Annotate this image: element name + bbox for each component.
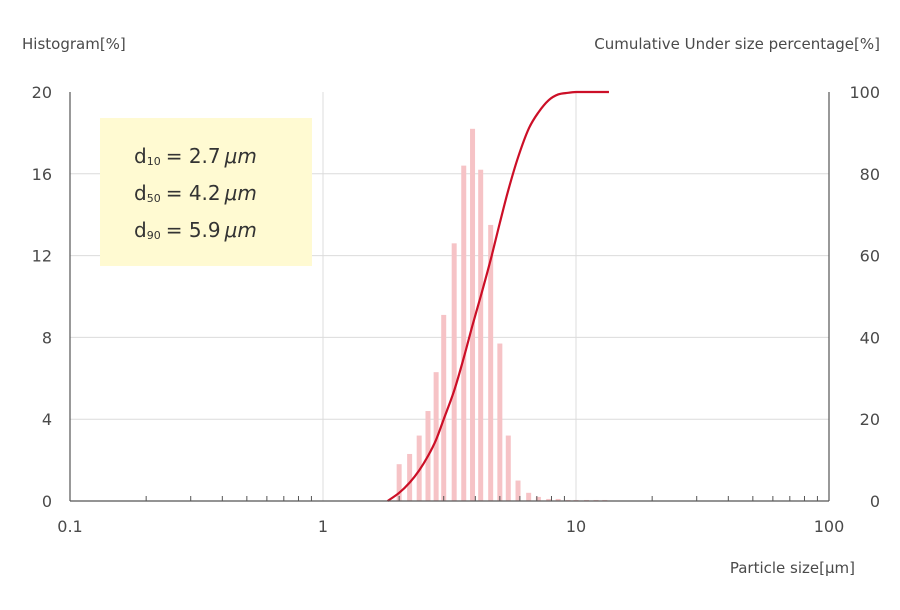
histogram-bar	[497, 343, 503, 501]
y-right-tick-label: 60	[860, 247, 880, 266]
y-left-tick-labels: 0 4 8 12 16 20	[32, 83, 52, 511]
percentile-row: d90 = 5.9 μm	[134, 218, 257, 242]
plot-frame	[69, 92, 830, 502]
percentile-row: d10 = 2.7 μm	[134, 144, 257, 168]
y-right-tick-label: 40	[860, 328, 880, 347]
right-axis-title: Cumulative Under size percentage[%]	[594, 35, 880, 53]
y-right-tick-label: 100	[849, 83, 880, 102]
percentile-annotation-box: d10 = 2.7 μm d50 = 4.2 μm d90 = 5.9 μm	[100, 118, 312, 266]
x-tick-label: 100	[814, 517, 845, 536]
histogram-bar	[407, 453, 413, 501]
cumulative-curve	[386, 90, 609, 502]
histogram-bar	[555, 498, 561, 501]
histogram-bar	[451, 243, 457, 501]
histogram-bar	[478, 169, 484, 501]
y-left-tick-label: 4	[42, 410, 52, 429]
histogram-bar	[526, 492, 532, 501]
x-tick-label: 10	[566, 517, 586, 536]
histogram-bar	[505, 435, 511, 501]
histogram-bar	[470, 128, 476, 501]
histogram-bar	[546, 498, 552, 501]
histogram-bar	[488, 224, 494, 502]
cumulative-curve-layer	[386, 90, 609, 502]
histogram-bar	[433, 372, 439, 501]
y-left-tick-label: 16	[32, 165, 52, 184]
x-tick-label: 0.1	[57, 517, 82, 536]
x-tick-labels: 0.1 1 10 100	[57, 517, 844, 536]
left-axis-title: Histogram[%]	[22, 35, 126, 53]
y-right-tick-label: 80	[860, 165, 880, 184]
histogram-bar	[535, 496, 541, 501]
histogram-bar	[441, 314, 447, 501]
x-tick-label: 1	[318, 517, 328, 536]
histogram-bar	[416, 435, 422, 501]
histogram-bar	[461, 165, 467, 501]
y-right-tick-label: 0	[870, 492, 880, 511]
y-right-tick-labels: 0 20 40 60 80 100	[849, 83, 880, 511]
minor-ticks	[145, 496, 818, 501]
y-left-tick-label: 12	[32, 247, 52, 266]
y-left-tick-label: 20	[32, 83, 52, 102]
y-right-tick-label: 20	[860, 410, 880, 429]
percentile-row: d50 = 4.2 μm	[134, 181, 257, 205]
annotation-background	[100, 118, 312, 266]
y-left-tick-label: 0	[42, 492, 52, 511]
y-left-tick-label: 8	[42, 328, 52, 347]
x-axis-title: Particle size[μm]	[730, 559, 855, 577]
histogram-bar	[515, 480, 521, 501]
histogram-bar	[396, 464, 402, 501]
